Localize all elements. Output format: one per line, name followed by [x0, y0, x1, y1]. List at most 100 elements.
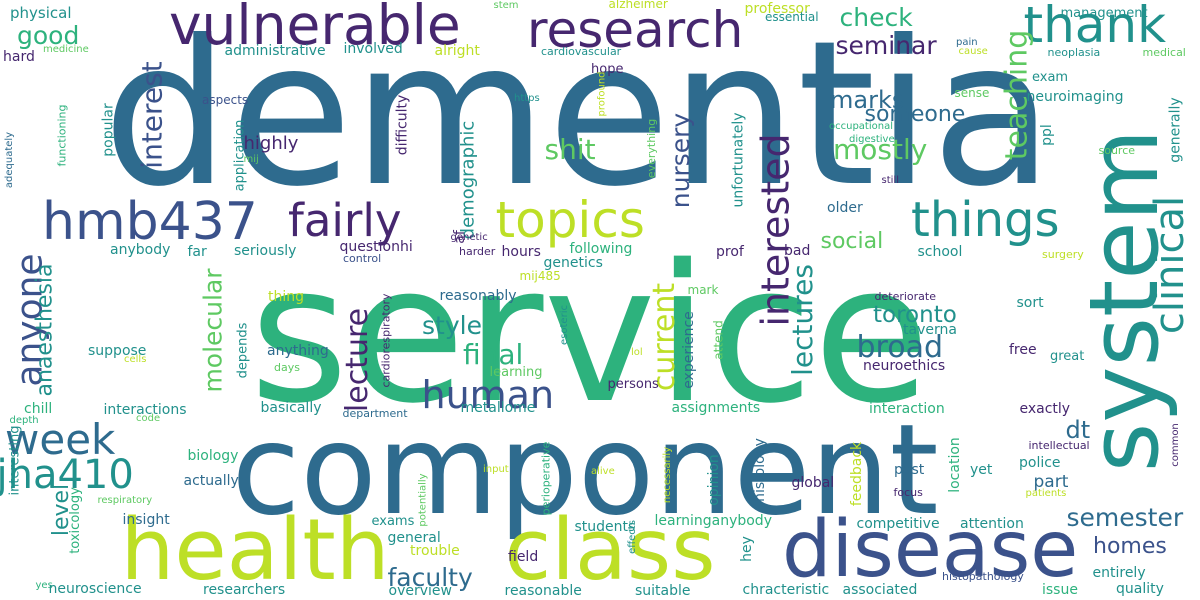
word-physical: physical [10, 3, 72, 22]
word-focus: focus [893, 485, 923, 499]
word-lol: lol [631, 347, 643, 358]
word-essential: essential [765, 10, 819, 24]
word-hmb437: hmb437 [42, 192, 258, 252]
word-deteriorate: deteriorate [874, 289, 936, 303]
word-attention: attention [960, 516, 1024, 532]
word-popular: popular [100, 103, 117, 157]
word-chracteristic: chracteristic [742, 582, 830, 598]
word-mij: mij [243, 154, 259, 165]
word-past: past [894, 462, 925, 478]
word-actually: actually [183, 473, 239, 489]
word-management: management [1060, 5, 1148, 21]
word-difficulty: difficulty [393, 94, 410, 156]
word-insight: insight [122, 512, 170, 528]
word-stem: stem [493, 0, 519, 11]
word-interaction: interaction [869, 401, 945, 417]
word-ppl: ppl [1038, 124, 1055, 146]
word-chill: chill [24, 401, 53, 417]
word-depth: depth [9, 415, 39, 426]
word-learninganybody: learninganybody [654, 513, 772, 529]
word-toronto: toronto [873, 301, 957, 328]
word-alzheimer: alzheimer [608, 0, 668, 11]
word-metallome: metallome [460, 400, 536, 416]
word-neoplasia: neoplasia [1047, 45, 1101, 59]
word-broad: broad [856, 330, 944, 365]
word-entirely: entirely [1092, 565, 1146, 581]
word-lectures: lectures [785, 264, 819, 376]
word-opinion: opinion [705, 454, 722, 506]
word-genetic: genetic [450, 232, 488, 243]
word-effects: effects [626, 520, 638, 554]
word-service: service [249, 224, 931, 445]
word-hard: hard [3, 49, 35, 65]
word-aspects: aspects [202, 93, 249, 107]
word-still: still [881, 175, 899, 186]
word-involved: involved [343, 41, 403, 57]
word-hey: hey [738, 536, 755, 562]
word-input: input [483, 464, 509, 475]
word-disease: disease [782, 505, 1079, 595]
word-reasonable: reasonable [504, 583, 582, 599]
word-field: field [508, 549, 539, 565]
word-profound: profound [596, 71, 608, 117]
word-highly: highly [243, 133, 299, 154]
word-suitable: suitable [635, 583, 691, 599]
word-faculty: faculty [387, 562, 473, 592]
word-basically: basically [260, 400, 322, 416]
word-cells: cells [124, 354, 147, 365]
word-sort: sort [1016, 295, 1044, 311]
word-perioperative: perioperative [539, 441, 553, 515]
word-final: final [463, 338, 524, 371]
word-histopathology: histopathology [942, 569, 1024, 583]
word-harder: harder [459, 244, 496, 258]
word-reasonably: reasonably [439, 288, 517, 304]
word-great: great [1050, 348, 1085, 364]
word-health: health [120, 500, 390, 600]
word-attend: attend [711, 320, 726, 360]
word-homes: homes [1093, 534, 1167, 559]
word-administrative: administrative [224, 43, 326, 59]
word-experience: experience [680, 311, 697, 389]
word-anything: anything [267, 343, 329, 359]
word-good: good [17, 20, 80, 50]
word-interactions: interactions [103, 402, 187, 418]
word-researchers: researchers [203, 582, 286, 598]
word-dementia: dementia [102, 0, 1054, 231]
word-current: current [647, 282, 683, 392]
word-biology: biology [187, 448, 239, 464]
word-learning: learning [489, 364, 543, 380]
word-component: component [231, 397, 939, 543]
word-common: common [1169, 423, 1181, 467]
word-cause: cause [958, 46, 988, 57]
word-general: general [387, 530, 441, 546]
word-department: department [342, 406, 408, 420]
word-police: police [1019, 455, 1061, 471]
word-medical: medical [1142, 45, 1186, 59]
word-genetics: genetics [543, 255, 603, 271]
word-neuroscience: neuroscience [48, 581, 142, 597]
word-social: social [820, 229, 884, 254]
word-nursery: nursery [665, 112, 695, 208]
word-human: human [421, 373, 555, 417]
word-surgery: surgery [1042, 247, 1084, 261]
word-research: research [527, 1, 744, 59]
word-everything: everything [644, 118, 658, 178]
word-yet: yet [970, 462, 993, 478]
word-professor: professor [744, 1, 810, 17]
word-thing: thing [268, 289, 305, 305]
word-occupational: occupational [829, 121, 893, 132]
word-code: code [136, 413, 161, 424]
word-histology: histology [751, 438, 768, 502]
word-style: style [422, 310, 482, 340]
word-free: free [1009, 342, 1037, 358]
word-following: following [569, 241, 633, 257]
word-toxicology: toxicology [67, 486, 83, 554]
word-molecular: molecular [198, 267, 228, 393]
word-functioning: functioning [55, 104, 69, 166]
word-mostly: mostly [833, 133, 928, 166]
word-hours: hours [501, 244, 541, 260]
word-esoteric: esoteric [558, 305, 570, 345]
word-respiratory: respiratory [97, 495, 153, 506]
word-quality: quality [1116, 581, 1164, 597]
word-trouble: trouble [410, 543, 460, 559]
